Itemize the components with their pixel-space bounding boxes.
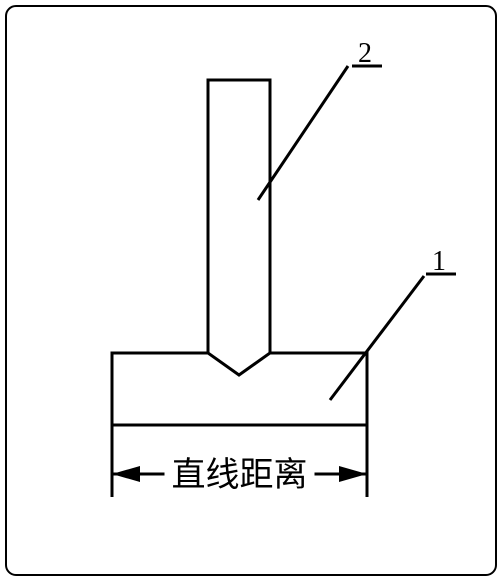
dim-arrow-right bbox=[339, 466, 367, 482]
dim-text: 直线距离 bbox=[172, 456, 308, 494]
dim-arrow-left bbox=[112, 466, 140, 482]
vertical-tool bbox=[208, 80, 270, 375]
callout-1-label: 1 bbox=[432, 246, 446, 277]
callout-2-label: 2 bbox=[358, 38, 372, 69]
callout-1-leader bbox=[330, 276, 424, 400]
